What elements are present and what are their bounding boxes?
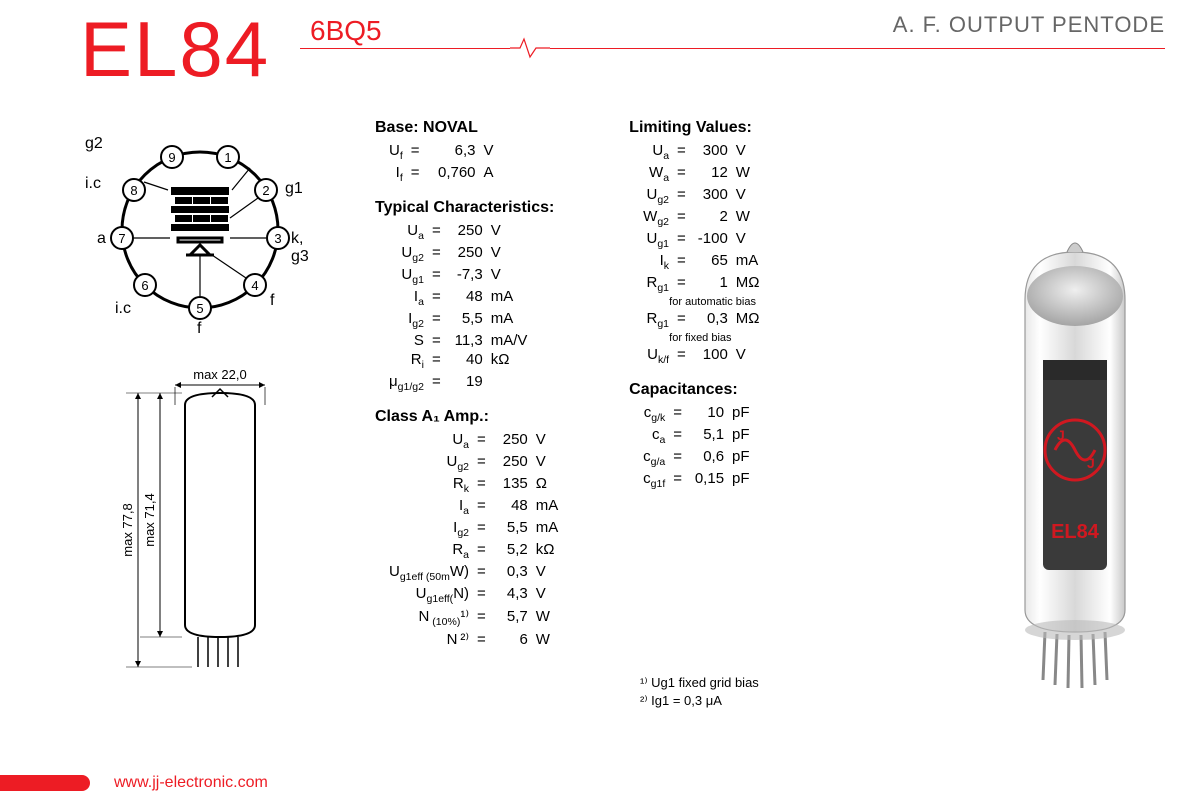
svg-text:2: 2 xyxy=(262,183,269,198)
svg-text:4: 4 xyxy=(251,278,258,293)
table-row: Ug1=-100V xyxy=(639,229,766,251)
svg-text:8: 8 xyxy=(130,183,137,198)
table-row: N ²⁾=6W xyxy=(385,629,566,652)
pin-label-9: g2 xyxy=(85,135,103,153)
table-row: Ia=48mA xyxy=(385,496,566,518)
table-row: Wg2=2W xyxy=(639,207,766,229)
table-row: Ua=250V xyxy=(385,430,566,452)
table-row: μg1/g2=19 xyxy=(385,372,531,394)
svg-text:5: 5 xyxy=(196,301,203,316)
page-title: EL84 xyxy=(80,10,270,88)
section-base-title: Base: NOVAL xyxy=(375,119,615,137)
table-row: Uf=6,3V xyxy=(385,141,514,163)
table-row: Ua=250V xyxy=(385,221,531,243)
table-row: cg/k=10pF xyxy=(639,403,762,425)
content: 1 2 3 4 5 6 7 8 9 xyxy=(0,90,1195,740)
table-row: Uk/f=100V xyxy=(639,345,766,367)
svg-text:1: 1 xyxy=(224,150,231,165)
table-row: cg1f=0,15pF xyxy=(639,469,762,491)
pin-label-5: f xyxy=(197,320,201,338)
footnote-1: ¹⁾ Ug1 fixed grid bias xyxy=(640,675,759,691)
header: EL84 6BQ5 A. F. OUTPUT PENTODE xyxy=(0,0,1195,90)
svg-text:6: 6 xyxy=(141,278,148,293)
table-row: Ua=300V xyxy=(639,141,766,163)
section-typical-title: Typical Characteristics: xyxy=(375,199,615,217)
header-rule xyxy=(300,38,1165,58)
table-row: Ig2=5,5mA xyxy=(385,309,531,331)
svg-text:J: J xyxy=(1087,455,1095,471)
heartbeat-icon xyxy=(510,36,550,60)
table-row: Ug2=300V xyxy=(639,185,766,207)
table-row: Ug1=-7,3V xyxy=(385,265,531,287)
table-row: Ig2=5,5mA xyxy=(385,518,566,540)
table-classA: Ua=250VUg2=250VRk=135ΩIa=48mAIg2=5,5mARa… xyxy=(385,430,566,652)
table-row: Ug1eff (50mW)=0,3V xyxy=(385,562,566,584)
pin-label-7: a xyxy=(97,230,106,248)
table-row: Ia=48mA xyxy=(385,287,531,309)
dimension-drawing: max 22,0 max 71,4 max 77,8 xyxy=(120,365,320,705)
svg-text:7: 7 xyxy=(118,231,125,246)
table-row: If=0,760A xyxy=(385,163,514,185)
section-limiting-title: Limiting Values: xyxy=(629,119,889,137)
pin-label-8: i.c xyxy=(85,175,101,193)
section-classA-title: Class A₁ Amp.: xyxy=(375,408,615,426)
table-row: N (10%)¹⁾=5,7W xyxy=(385,606,566,629)
table-row: S=11,3mA/V xyxy=(385,331,531,350)
table-row: Rk=135Ω xyxy=(385,474,566,496)
table-row: Ri=40kΩ xyxy=(385,350,531,372)
tube-photo: J J EL84 xyxy=(995,230,1155,690)
table-row: Ug1eff(N)=4,3V xyxy=(385,584,566,606)
table-row: Ug2=250V xyxy=(385,243,531,265)
footer-url: www.jj-electronic.com xyxy=(114,774,268,792)
pinout-diagram: 1 2 3 4 5 6 7 8 9 xyxy=(85,120,325,340)
table-row: Rg1=0,3MΩ xyxy=(639,309,766,331)
svg-text:9: 9 xyxy=(168,150,175,165)
footer-accent xyxy=(0,775,90,791)
table-row: ca=5,1pF xyxy=(639,425,762,447)
dim-h1: max 71,4 xyxy=(142,493,157,546)
table-row: Ra=5,2kΩ xyxy=(385,540,566,562)
table-base: Uf=6,3VIf=0,760A xyxy=(385,141,514,185)
pin-label-6: i.c xyxy=(115,300,131,318)
tube-label: EL84 xyxy=(1051,521,1100,543)
table-row: Ug2=250V xyxy=(385,452,566,474)
footer: www.jj-electronic.com xyxy=(0,763,268,803)
section-cap-title: Capacitances: xyxy=(629,381,889,399)
footnote-2: ²⁾ Ig1 = 0,3 μA xyxy=(640,693,759,709)
pin-label-3: k, g3 xyxy=(291,230,325,266)
table-row: Rg1=1MΩ xyxy=(639,273,766,295)
pin-label-4: f xyxy=(270,292,274,310)
table-row: Ik=65mA xyxy=(639,251,766,273)
svg-text:3: 3 xyxy=(274,231,281,246)
dim-width: max 22,0 xyxy=(193,367,246,382)
table-row: cg/a=0,6pF xyxy=(639,447,762,469)
dim-h2: max 77,8 xyxy=(120,503,135,556)
specs: Base: NOVAL Uf=6,3VIf=0,760A Typical Cha… xyxy=(375,115,895,666)
pin-label-2: g1 xyxy=(285,180,303,198)
svg-text:J: J xyxy=(1057,427,1065,443)
table-row: Wa=12W xyxy=(639,163,766,185)
table-cap: cg/k=10pFca=5,1pFcg/a=0,6pFcg1f=0,15pF xyxy=(639,403,762,491)
table-limiting: Ua=300VWa=12WUg2=300VWg2=2WUg1=-100VIk=6… xyxy=(639,141,766,367)
table-typical: Ua=250VUg2=250VUg1=-7,3VIa=48mAIg2=5,5mA… xyxy=(385,221,531,394)
footnotes: ¹⁾ Ug1 fixed grid bias ²⁾ Ig1 = 0,3 μA xyxy=(640,675,759,711)
tagline: A. F. OUTPUT PENTODE xyxy=(893,12,1165,38)
